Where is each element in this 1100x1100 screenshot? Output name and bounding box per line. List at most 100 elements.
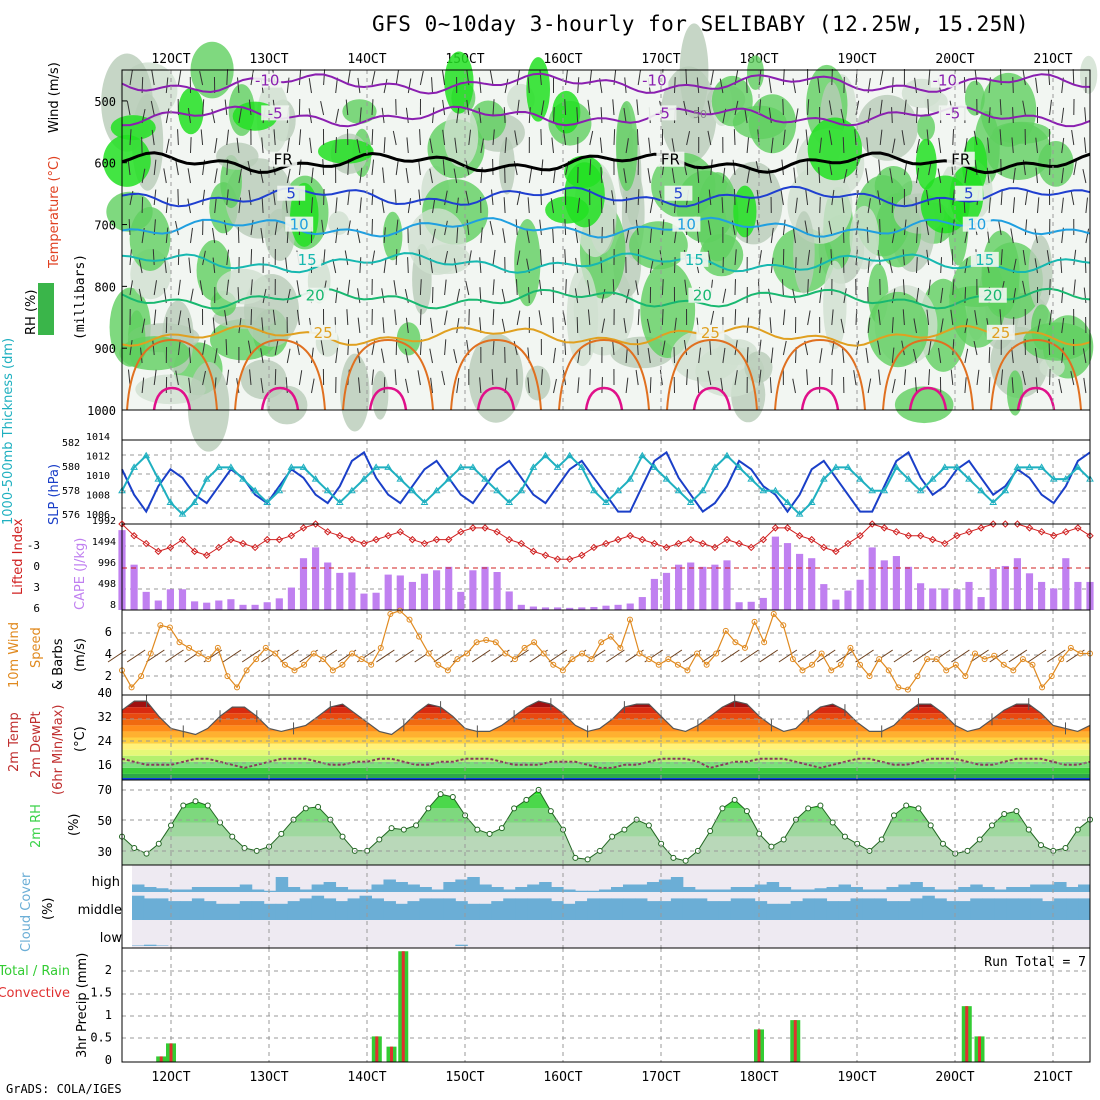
wind-barb — [1073, 160, 1077, 176]
wind-barb — [782, 309, 786, 326]
wind-barb — [309, 137, 312, 154]
wind-barb — [878, 159, 881, 176]
wind-barb — [841, 347, 845, 364]
wind-barb — [891, 317, 894, 334]
cloud-cell-middle — [443, 898, 456, 920]
precip-frame — [121, 947, 1091, 1063]
cloud-cell-high — [299, 889, 313, 892]
y-label-speed: Speed — [29, 627, 44, 668]
cloud-cell-high — [754, 884, 768, 892]
wind-barb — [516, 250, 521, 266]
cloud-cell-high — [694, 889, 708, 892]
cloud-cell-high — [335, 887, 349, 892]
wind-barb — [902, 309, 905, 326]
isotherm-35 — [800, 386, 840, 411]
cape-bar — [662, 572, 671, 610]
rh-point — [609, 833, 616, 840]
temp-band — [122, 773, 1090, 780]
wind-barb — [335, 287, 338, 304]
cloud-cell-high — [371, 884, 384, 892]
cape-bar — [215, 600, 223, 610]
cloud-cell-high — [191, 887, 205, 892]
cloud-cell-middle — [167, 901, 181, 920]
cloud-cell-high — [179, 889, 193, 892]
wind-barb — [1085, 228, 1090, 244]
cape-bar — [336, 572, 344, 610]
li-point — [263, 535, 271, 544]
isotherm-label: -10 — [933, 72, 958, 90]
cape-bar — [977, 597, 985, 610]
wind-barb — [1061, 137, 1065, 154]
cloud-cell-middle — [790, 901, 804, 920]
wind-barb — [1012, 167, 1016, 184]
wind-barb — [492, 99, 495, 116]
cape-bar — [408, 581, 416, 610]
cloud-cell-middle — [1018, 898, 1031, 920]
wind-barb — [842, 137, 845, 154]
rh-point — [841, 833, 848, 840]
isotherm-label-bg — [656, 151, 685, 167]
wind-barb — [394, 369, 397, 386]
cape-bar — [856, 579, 864, 610]
wind-barb — [238, 108, 242, 124]
wind-barb — [1035, 167, 1038, 184]
cape-bar — [941, 588, 949, 610]
y-label-pressure: (millibars) — [73, 254, 88, 340]
cloud-cell-middle — [814, 898, 828, 920]
wind-barb — [793, 167, 796, 184]
wind-barb — [806, 369, 809, 386]
y-label-dewpt: 2m DewPt — [29, 711, 44, 778]
rh-point — [707, 828, 714, 834]
wind-barb — [480, 227, 483, 244]
rh-blob — [187, 361, 230, 452]
wind-barb — [1000, 249, 1003, 266]
wind-barb — [165, 197, 169, 214]
x-tick-label-bottom: 16OCT — [543, 1070, 582, 1085]
cloud-cell-high — [838, 884, 851, 892]
y-tick-label: 40 — [98, 686, 112, 700]
cloud-cell-middle — [527, 898, 540, 920]
cloud-cell-high — [275, 877, 289, 892]
wind-barb — [153, 159, 157, 176]
li-line — [121, 523, 1091, 560]
wind-barb — [371, 369, 374, 386]
y-label-temp: Temperature (°C) — [47, 156, 62, 269]
wind-barb — [1037, 318, 1041, 334]
wind-barb — [1072, 69, 1075, 86]
rh-band — [122, 822, 1090, 837]
wind-barb — [335, 347, 339, 364]
wind-barb — [928, 69, 931, 86]
cape-bar — [820, 584, 828, 610]
rh-point — [413, 822, 420, 829]
cloud-cell-high — [946, 889, 959, 892]
wind-barb — [527, 77, 530, 94]
wind-barb — [842, 227, 845, 244]
wind-barb — [174, 220, 179, 236]
rh-point — [768, 843, 775, 850]
cape-bar — [723, 560, 731, 610]
wind-barb — [383, 78, 388, 94]
isotherm-30 — [990, 338, 1082, 411]
rh-blob — [679, 23, 709, 119]
thickness-point — [807, 498, 816, 505]
wind-barb — [141, 318, 146, 334]
wind-barb — [758, 69, 762, 86]
wind-barb — [248, 189, 252, 206]
y-tick-label: 0 — [105, 1053, 112, 1067]
wind-barb — [441, 69, 446, 86]
rh-point — [425, 805, 432, 812]
wind-barb — [613, 129, 616, 146]
wind-barb — [925, 220, 930, 236]
cloud-cell-middle — [946, 901, 959, 920]
wind-barb — [226, 129, 229, 146]
isotherm-label-bg — [253, 72, 282, 88]
cloud-cell-middle — [611, 898, 624, 920]
wind-barb — [792, 378, 796, 394]
cloud-cell-middle — [191, 898, 205, 920]
wind-barb — [976, 369, 980, 386]
wind-barb — [697, 167, 700, 184]
wind-barb — [683, 100, 688, 116]
cape-bar — [1025, 573, 1034, 610]
wind-barb — [600, 257, 603, 274]
wind-barb — [381, 198, 385, 214]
